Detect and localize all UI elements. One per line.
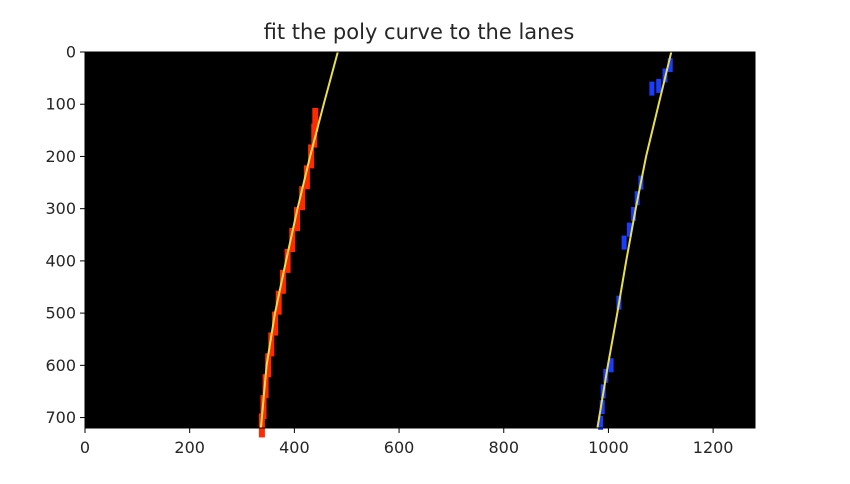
x-tick-label: 1200 [693,438,734,457]
x-tick-label: 200 [174,438,205,457]
y-tick-label: 400 [45,251,76,270]
right-lane-fit-line [596,51,673,429]
y-tick-label: 100 [45,95,76,114]
y-tick-label: 200 [45,147,76,166]
x-tick-label: 1000 [588,438,629,457]
left-lane-pixel-mark [303,165,310,190]
x-axis: 0 200 400 600 800 1000 1200 [80,428,734,457]
right-lane-pixel-mark [649,81,655,96]
y-tick-label: 700 [45,408,76,427]
y-axis: 0 100 200 300 400 500 600 700 [45,43,85,427]
right-lane-pixel-mark [626,222,632,237]
left-lane-fit-line [259,51,339,429]
x-tick-label: 600 [384,438,415,457]
left-lane-pixel-mark [275,290,282,315]
axes-frame [84,51,756,429]
left-lane-pixel-mark [312,107,319,132]
y-tick-label: 600 [45,356,76,375]
x-tick-label: 800 [488,438,519,457]
right-lane-pixel-mark [631,206,637,221]
x-tick-label: 0 [80,438,90,457]
image-area [85,52,755,428]
left-lane-pixel-mark [311,123,318,148]
right-lane-pixel-mark [599,400,605,415]
right-lane-pixel-mark [598,415,604,430]
right-lane-pixel-mark [608,358,614,373]
x-tick-label: 400 [279,438,310,457]
right-lane-pixel-mark [621,235,627,250]
right-lane-pixel-mark [656,78,662,93]
left-lane-pixel-mark [279,269,286,294]
left-lane-pixel-mark [268,332,275,357]
y-tick-label: 0 [66,43,76,62]
y-tick-label: 300 [45,199,76,218]
y-tick-label: 500 [45,304,76,323]
left-lane-pixel-mark [294,207,300,232]
left-lane-pixel-mark [265,353,272,378]
right-lane-pixel-mark [667,58,673,73]
chart-title: fit the poly curve to the lanes [264,20,575,44]
left-lane-pixel-mark [299,186,306,211]
left-lane-pixel-mark [289,228,296,252]
left-lane-pixel-mark [272,311,278,336]
left-lane-pixel-mark [284,248,291,273]
fit-curves [259,51,673,429]
